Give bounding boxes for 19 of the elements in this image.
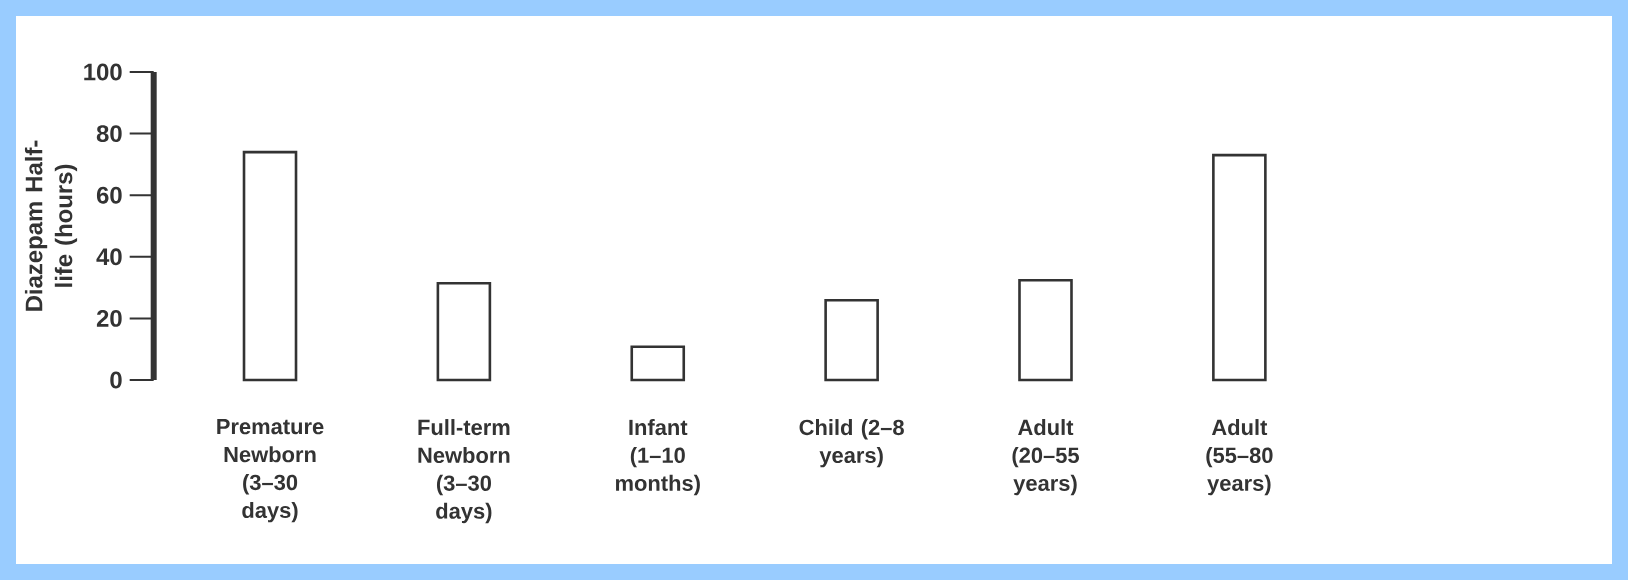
bar [1018, 278, 1073, 382]
x-tick-label: Adult (20–55 years) [1012, 419, 1079, 496]
bar [824, 298, 879, 382]
x-tick-label: Adult (55–80 years) [1206, 419, 1273, 496]
bar [242, 150, 298, 382]
y-tick-label: 0 [110, 371, 122, 389]
y-tick-label: 60 [96, 186, 122, 204]
x-tick-label: Child (2–8 years) [799, 419, 904, 468]
y-axis-title: Diazepam Half-life (hours) [24, 140, 78, 311]
x-tick-label: Premature Newborn (3–30 days) [217, 419, 324, 523]
y-tick-label: 20 [96, 309, 122, 327]
y-tick-label: 100 [84, 63, 122, 81]
bar [1212, 153, 1267, 382]
y-tick-label: 40 [96, 248, 122, 266]
y-tick-label: 80 [96, 125, 122, 143]
bar [436, 281, 492, 382]
x-tick-label: Full-term Newborn (3–30 days) [418, 419, 510, 524]
x-tick-label: Infant (1–10 months) [615, 419, 700, 496]
bar [630, 345, 686, 382]
